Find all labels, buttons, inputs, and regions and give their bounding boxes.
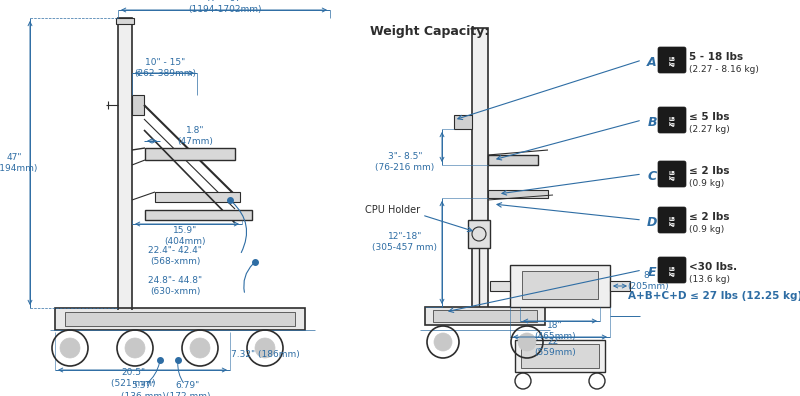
FancyBboxPatch shape xyxy=(658,161,686,187)
Text: CPU Holder: CPU Holder xyxy=(365,205,420,215)
FancyBboxPatch shape xyxy=(658,107,686,133)
Text: E: E xyxy=(648,265,656,278)
Text: B: B xyxy=(647,116,657,128)
Bar xyxy=(55,308,305,330)
Text: 47" - 67"
(1194-1702mm): 47" - 67" (1194-1702mm) xyxy=(188,0,262,14)
Bar xyxy=(116,18,134,24)
Circle shape xyxy=(60,338,80,358)
Bar xyxy=(522,271,598,299)
FancyBboxPatch shape xyxy=(658,257,686,283)
Text: A: A xyxy=(647,55,657,69)
Text: 5 - 18 lbs: 5 - 18 lbs xyxy=(689,52,743,62)
Bar xyxy=(425,307,545,325)
Text: 5.37"
(136 mm): 5.37" (136 mm) xyxy=(121,381,166,396)
Circle shape xyxy=(190,338,210,358)
Text: A+B+C+D ≤ 27 lbs (12.25 kg): A+B+C+D ≤ 27 lbs (12.25 kg) xyxy=(628,291,800,301)
Text: ≤ 2 lbs: ≤ 2 lbs xyxy=(689,212,730,222)
Text: LB
kg: LB kg xyxy=(669,267,675,278)
Text: 24.8"- 44.8"
(630-xmm): 24.8"- 44.8" (630-xmm) xyxy=(148,276,202,296)
Circle shape xyxy=(125,338,145,358)
Text: LB
kg: LB kg xyxy=(669,116,675,128)
Bar xyxy=(65,312,295,326)
Text: 47"
(1194mm): 47" (1194mm) xyxy=(0,153,38,173)
Text: (0.9 kg): (0.9 kg) xyxy=(689,225,724,234)
Text: (2.27 kg): (2.27 kg) xyxy=(689,126,730,135)
Text: 6.79"
(172 mm): 6.79" (172 mm) xyxy=(166,381,210,396)
Text: 1.8"
(47mm): 1.8" (47mm) xyxy=(177,126,213,146)
Text: 20.5"
(521 mm): 20.5" (521 mm) xyxy=(110,368,155,388)
Text: 7.32" (186mm): 7.32" (186mm) xyxy=(230,350,299,358)
Bar xyxy=(145,210,252,220)
Circle shape xyxy=(518,333,536,351)
Text: <30 lbs.: <30 lbs. xyxy=(689,262,737,272)
Text: LB
kg: LB kg xyxy=(669,57,675,67)
Bar xyxy=(145,148,235,160)
Bar xyxy=(488,190,548,198)
Text: 22.4"- 42.4"
(568-xmm): 22.4"- 42.4" (568-xmm) xyxy=(148,246,202,266)
Circle shape xyxy=(255,338,275,358)
Text: (13.6 kg): (13.6 kg) xyxy=(689,276,730,284)
Text: (2.27 - 8.16 kg): (2.27 - 8.16 kg) xyxy=(689,65,759,74)
Text: D: D xyxy=(647,215,657,228)
Text: (0.9 kg): (0.9 kg) xyxy=(689,179,724,188)
Text: 3"- 8.5"
(76-216 mm): 3"- 8.5" (76-216 mm) xyxy=(375,152,434,172)
Text: 8"
(205mm): 8" (205mm) xyxy=(627,271,669,291)
Text: ≤ 2 lbs: ≤ 2 lbs xyxy=(689,166,730,176)
Bar xyxy=(488,155,538,165)
Bar xyxy=(132,95,144,115)
Text: 15.9"
(404mm): 15.9" (404mm) xyxy=(164,226,206,246)
Bar xyxy=(610,281,630,291)
Circle shape xyxy=(434,333,452,351)
Bar xyxy=(468,220,490,248)
Bar xyxy=(490,281,510,291)
Bar xyxy=(433,310,537,322)
Text: 10" - 15"
(262-389mm): 10" - 15" (262-389mm) xyxy=(134,58,196,78)
Text: Weight Capacity:: Weight Capacity: xyxy=(370,25,490,38)
Bar xyxy=(155,192,240,202)
FancyBboxPatch shape xyxy=(658,207,686,233)
Text: LB
kg: LB kg xyxy=(669,217,675,227)
Text: ≤ 5 lbs: ≤ 5 lbs xyxy=(689,112,730,122)
Bar xyxy=(521,344,599,368)
Bar xyxy=(454,115,472,129)
Bar xyxy=(510,265,610,307)
Bar xyxy=(472,28,488,310)
Text: 12"-18"
(305-457 mm): 12"-18" (305-457 mm) xyxy=(373,232,438,252)
Text: LB
kg: LB kg xyxy=(669,171,675,181)
Text: 18"
(465mm): 18" (465mm) xyxy=(534,321,576,341)
Text: 22"
(559mm): 22" (559mm) xyxy=(534,337,576,357)
FancyBboxPatch shape xyxy=(658,47,686,73)
Text: C: C xyxy=(647,169,657,183)
Bar xyxy=(118,18,132,310)
Bar xyxy=(515,340,605,372)
